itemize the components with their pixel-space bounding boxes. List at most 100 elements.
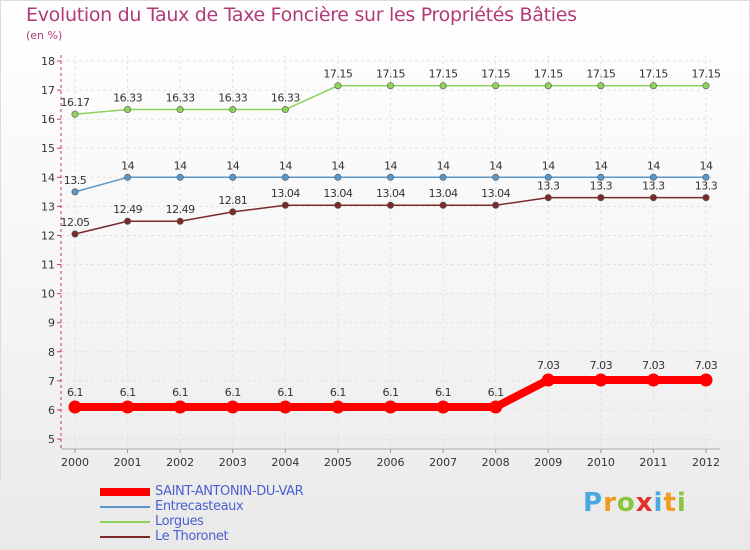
- legend-swatch: [100, 488, 150, 496]
- x-tick-label: 2008: [482, 456, 510, 469]
- data-label: 6.1: [120, 386, 136, 399]
- legend-swatch: [100, 536, 150, 538]
- data-point: [124, 173, 132, 181]
- data-label: 17.15: [534, 68, 563, 81]
- data-point: [492, 82, 500, 90]
- y-tick-label: 6: [48, 404, 55, 417]
- data-point: [176, 173, 184, 181]
- data-label: 12.49: [113, 203, 142, 216]
- data-label: 13.3: [537, 180, 560, 193]
- data-label: 13.04: [376, 187, 405, 200]
- logo-letter: o: [616, 488, 636, 518]
- data-point: [489, 400, 503, 414]
- y-tick-label: 9: [48, 317, 55, 330]
- x-tick-label: 2004: [271, 456, 299, 469]
- data-label: 13.04: [429, 187, 458, 200]
- logo-letter: i: [676, 488, 687, 518]
- data-label: 17.15: [376, 68, 405, 81]
- data-point: [71, 230, 79, 238]
- data-point: [229, 106, 237, 114]
- y-axis-unit-label: (en %): [26, 29, 63, 42]
- x-tick-label: 2006: [377, 456, 405, 469]
- data-point: [226, 400, 240, 414]
- proxiti-logo: Proxiti: [583, 488, 687, 518]
- data-label: 13.5: [64, 174, 87, 187]
- data-point: [439, 82, 447, 90]
- y-tick-label: 7: [48, 375, 55, 388]
- x-tick-label: 2003: [219, 456, 247, 469]
- data-point: [597, 82, 605, 90]
- data-label: 7.03: [642, 359, 665, 372]
- logo-letter: P: [583, 488, 604, 518]
- data-point: [544, 194, 552, 202]
- data-point: [544, 173, 552, 181]
- data-label: 17.15: [481, 68, 510, 81]
- data-point: [331, 400, 345, 414]
- y-tick-label: 15: [41, 142, 55, 155]
- axes: 5 6 7 8 9 10 11 12 13 14 15 16 17 18 2000 2001 2002 2003 2…: [41, 55, 720, 469]
- data-point: [597, 173, 605, 181]
- logo-letter: r: [603, 488, 617, 518]
- y-tick-label: 10: [41, 288, 55, 301]
- data-label: 17.15: [692, 68, 721, 81]
- data-point: [649, 82, 657, 90]
- x-tick-label: 2005: [324, 456, 352, 469]
- data-label: 14: [700, 159, 713, 172]
- x-tick-label: 2007: [429, 456, 457, 469]
- data-point: [334, 201, 342, 209]
- data-point: [541, 373, 555, 387]
- data-label: 14: [174, 159, 187, 172]
- data-label: 17.15: [429, 68, 458, 81]
- data-point: [124, 106, 132, 114]
- data-label: 7.03: [695, 359, 718, 372]
- data-label: 13.04: [271, 187, 300, 200]
- data-labels: 16.17 16.33 16.33 16.33 16.33 17.15 17.15 17.15…: [61, 68, 722, 399]
- data-label: 14: [437, 159, 450, 172]
- y-tick-label: 12: [41, 229, 55, 242]
- data-label: 16.33: [166, 92, 195, 105]
- y-tick-label: 5: [48, 433, 55, 446]
- data-point: [702, 173, 710, 181]
- data-point: [176, 217, 184, 225]
- data-point: [71, 110, 79, 118]
- logo-letter: x: [635, 488, 654, 518]
- data-point: [71, 188, 79, 196]
- y-tick-label: 8: [48, 346, 55, 359]
- legend-swatch: [100, 521, 150, 523]
- data-label: 17.15: [323, 68, 352, 81]
- data-point: [702, 82, 710, 90]
- data-label: 14: [594, 159, 607, 172]
- y-tick-label: 16: [41, 113, 55, 126]
- data-point: [176, 106, 184, 114]
- logo-letter: i: [653, 488, 664, 518]
- chart-title: Evolution du Taux de Taxe Foncière sur l…: [26, 4, 577, 26]
- data-point: [439, 173, 447, 181]
- logo-letter: t: [663, 488, 677, 518]
- data-label: 6.1: [488, 386, 504, 399]
- data-label: 13.3: [642, 180, 665, 193]
- data-label: 6.1: [67, 386, 83, 399]
- data-label: 16.17: [61, 96, 90, 109]
- y-tick-label: 14: [41, 171, 55, 184]
- x-tick-label: 2001: [114, 456, 142, 469]
- data-point: [229, 208, 237, 216]
- data-label: 13.04: [323, 187, 352, 200]
- data-point: [646, 373, 660, 387]
- data-label: 14: [542, 159, 555, 172]
- data-label: 16.33: [113, 92, 142, 105]
- data-point: [281, 201, 289, 209]
- x-tick-label: 2011: [639, 456, 667, 469]
- data-point: [386, 201, 394, 209]
- data-label: 13.3: [590, 180, 613, 193]
- data-label: 14: [647, 159, 660, 172]
- data-label: 17.15: [639, 68, 668, 81]
- legend-label: Le Thoronet: [155, 529, 229, 544]
- x-tick-label: 2009: [534, 456, 562, 469]
- data-point: [649, 194, 657, 202]
- data-point: [124, 217, 132, 225]
- data-label: 14: [121, 159, 134, 172]
- y-tick-label: 13: [41, 200, 55, 213]
- data-point: [699, 373, 713, 387]
- data-point: [281, 173, 289, 181]
- data-label: 12.05: [61, 216, 90, 229]
